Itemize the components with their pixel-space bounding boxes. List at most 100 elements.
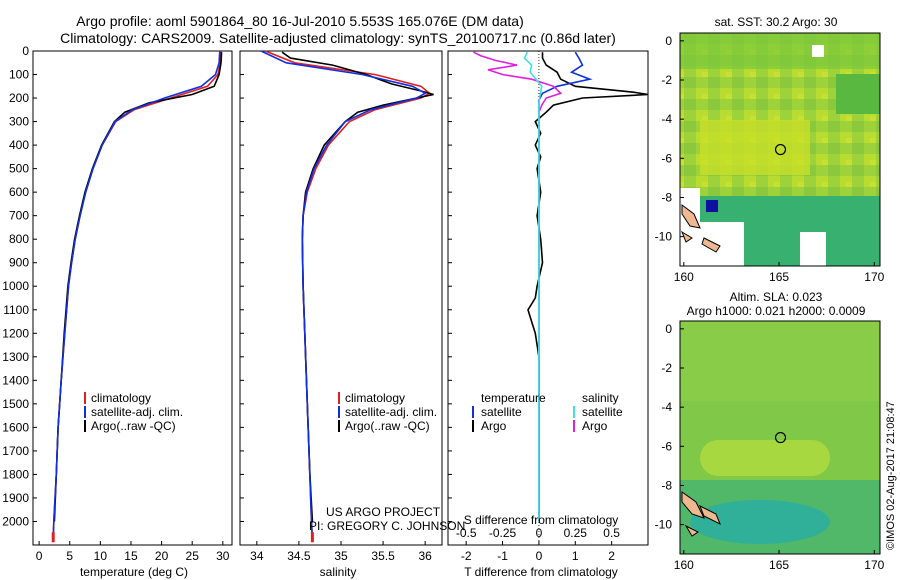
profile-location-marker: [774, 431, 787, 444]
series-line-argo-t: [527, 52, 649, 522]
y-tick-label: 1900: [2, 491, 29, 505]
sst-missing-ne: [812, 45, 824, 57]
y-tick-label: 300: [9, 115, 29, 129]
deep-marker: [310, 532, 314, 543]
series-line-argo: [281, 51, 434, 522]
legend-label-s-argo: Argo: [582, 419, 608, 433]
sst-map: 160 165 170 0 -2 -4 -6 -8 -10: [655, 32, 885, 284]
island-shape: [699, 504, 721, 526]
x-tick-label: 34: [250, 549, 264, 563]
y-tick-label: 0: [665, 34, 672, 48]
y-tick-label: 700: [9, 209, 29, 223]
y-tick-label: 600: [9, 185, 29, 199]
temperature-panel: 0100200300400500600700800900100011001200…: [2, 44, 233, 563]
sla-low-cell: [690, 500, 830, 544]
header-line-2: Climatology: CARS2009. Satellite-adjuste…: [60, 30, 616, 46]
y-tick-label: 900: [9, 256, 29, 270]
difference-legend: temperature salinity satellite Argo sate…: [472, 391, 623, 433]
x-tick-label: 0: [536, 549, 543, 563]
legend-label-argo: Argo(..raw -QC): [345, 419, 430, 433]
series-line-argo: [53, 52, 223, 522]
legend-label-argo: Argo(..raw -QC): [91, 419, 176, 433]
x-tick-label: 170: [864, 558, 884, 572]
x-tick-label: 165: [769, 558, 789, 572]
y-tick-label: 500: [9, 162, 29, 176]
sst-patch-east: [836, 74, 880, 114]
legend-label-t-satellite: satellite: [481, 405, 522, 419]
sla-map-frame: [679, 320, 881, 555]
sla-map-title-line-1: Altim. SLA: 0.023: [730, 290, 823, 304]
sst-band-north: [680, 33, 880, 69]
y-tick-label: 1700: [2, 444, 29, 458]
x-tick-label: -1: [497, 549, 508, 563]
legend-label-satellite: satellite-adj. clim.: [91, 405, 183, 419]
x-tick-label: 1: [572, 549, 579, 563]
y-tick-label: 800: [9, 232, 29, 246]
salinity-legend: climatology satellite-adj. clim. Argo(..…: [338, 391, 437, 433]
x-tick-label: 34.5: [287, 549, 311, 563]
x-tick-label-salinity: 0: [536, 526, 543, 540]
sst-patch-warm: [700, 120, 810, 175]
y-tick-label: -6: [661, 439, 672, 453]
island-shape: [681, 204, 701, 229]
x-tick-label-salinity: 0.5: [603, 526, 620, 540]
x-tick-label: 35: [334, 549, 348, 563]
x-tick-label: 20: [155, 549, 169, 563]
temperature-legend: climatology satellite-adj. clim. Argo(..…: [84, 391, 183, 433]
y-tick-label: 1300: [2, 350, 29, 364]
x-tick-label: 5: [66, 549, 73, 563]
y-tick-label: 100: [9, 68, 29, 82]
series-line-satellite-s: [523, 51, 543, 522]
y-tick-label: -2: [661, 73, 672, 87]
x-tick-label: 160: [674, 558, 694, 572]
difference-axis-title: T difference from climatology: [464, 565, 618, 579]
x-tick-label-salinity: -0.5: [456, 526, 477, 540]
sst-map-title: sat. SST: 30.2 Argo: 30: [715, 15, 838, 29]
series-line-climatology: [52, 50, 222, 541]
y-tick-label: 1100: [3, 303, 29, 317]
x-tick-label: 15: [124, 549, 138, 563]
y-tick-label: 1800: [2, 467, 29, 481]
sla-band-north: [680, 321, 880, 401]
legend-label-climatology: climatology: [91, 391, 151, 405]
island-shape: [684, 524, 699, 537]
y-tick-label: 2000: [2, 514, 29, 528]
series-line-satellite: [260, 50, 427, 541]
x-tick-label: 10: [94, 549, 108, 563]
x-tick-label: 35.5: [371, 549, 395, 563]
salinity-axis-title: salinity: [320, 565, 357, 579]
legend-label-s-satellite: satellite: [582, 405, 623, 419]
series-line-argo-s: [473, 51, 563, 522]
x-tick-label: 36: [418, 549, 432, 563]
legend-label-climatology: climatology: [345, 391, 405, 405]
header-line-1: Argo profile: aoml 5901864_80 16-Jul-201…: [76, 13, 524, 29]
y-tick-label: -2: [661, 361, 672, 375]
y-tick-label: -4: [661, 400, 672, 414]
x-tick-label: 170: [864, 270, 884, 284]
y-tick-label: 1600: [2, 420, 29, 434]
plot-frame: [32, 50, 233, 546]
sla-map-title-line-2: Argo h1000: 0.021 h2000: 0.0009: [687, 304, 866, 318]
y-tick-label: 0: [22, 44, 29, 58]
temperature-axis-title: temperature (deg C): [80, 565, 188, 579]
y-tick-label: -4: [661, 112, 672, 126]
x-tick-label-salinity: 0.25: [564, 526, 588, 540]
x-tick-label: 165: [769, 270, 789, 284]
island-shape: [701, 237, 721, 253]
x-tick-label: 30: [216, 549, 230, 563]
difference-axis-title-top: S difference from climatology: [464, 513, 619, 527]
x-tick-label: 160: [674, 270, 694, 284]
imos-timestamp: ©IMOS 02-Aug-2017 21:08:47: [885, 401, 897, 550]
legend-label-t-argo: Argo: [481, 419, 507, 433]
y-tick-label: -8: [661, 190, 672, 204]
y-tick-label: -8: [661, 478, 672, 492]
profile-location-marker: [774, 143, 787, 156]
series-line-satellite: [52, 50, 221, 541]
legend-title-salinity: salinity: [582, 391, 619, 405]
y-tick-label: 1500: [2, 397, 29, 411]
series-line-climatology: [265, 50, 431, 541]
sst-cold-cell: [706, 200, 718, 212]
sla-band-high: [700, 440, 830, 476]
credit-line-2: PI: GREGORY C. JOHNSON: [309, 519, 465, 533]
